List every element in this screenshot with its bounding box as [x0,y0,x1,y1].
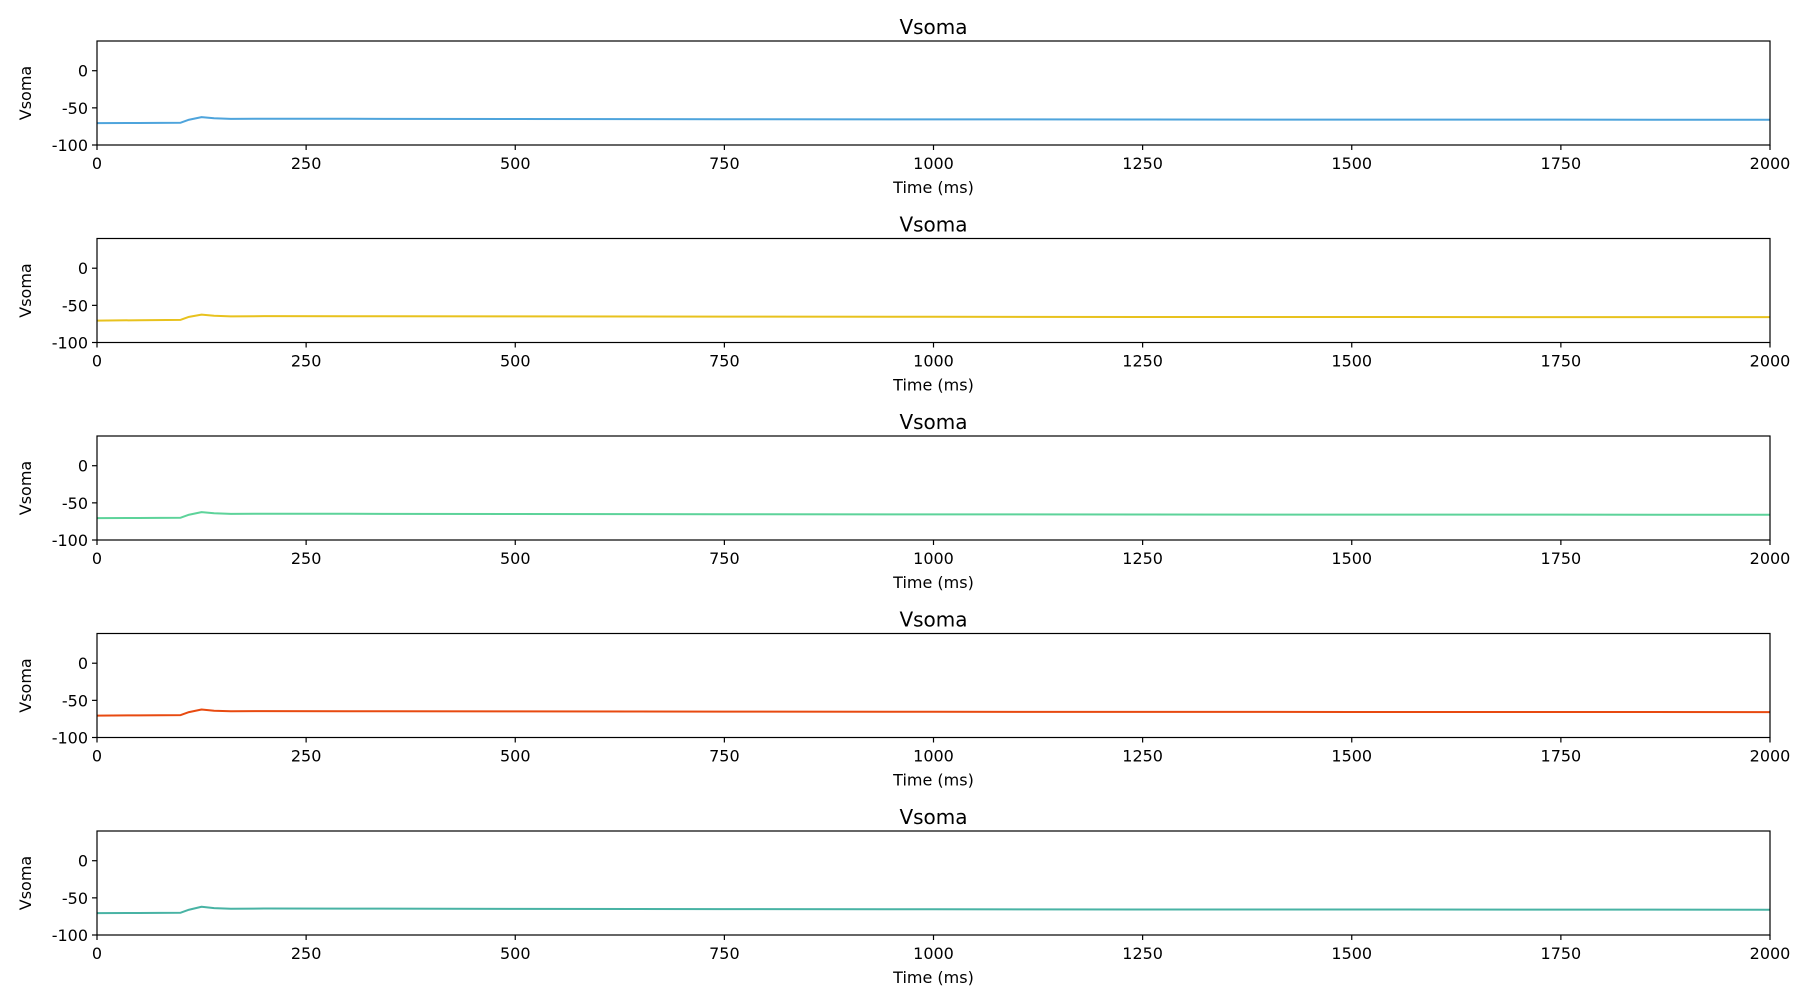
y-tick-label: 0 [78,62,88,81]
x-tick-label: 500 [500,154,531,173]
y-tick-label: -50 [62,691,88,710]
x-tick-label: 1250 [1122,154,1163,173]
x-tick-label: 500 [500,549,531,568]
y-tick-label: -100 [52,136,88,155]
subplot-1: Vsoma 0 250 500 750 1000 1250 1500 1750 2000 -100 -… [16,15,1790,197]
chart-title: Vsoma [899,410,967,434]
x-tick-label: 2000 [1750,154,1791,173]
x-tick-label: 500 [500,944,531,963]
plot-frame [96,237,1771,344]
y-tick-label: 0 [78,457,88,476]
x-tick-label: 1500 [1331,747,1372,766]
x-axis-label: Time (ms) [892,178,974,197]
subplot-4: Vsoma 0 250 500 750 1000 1250 1500 1750 2000 -100 -… [16,608,1790,790]
subplot-5: Vsoma 0 250 500 750 1000 1250 1500 1750 2000 -100 -… [16,805,1790,987]
x-tick-label: 0 [92,747,102,766]
x-tick-label: 250 [291,154,322,173]
y-tick-label: -100 [52,926,88,945]
y-tick-label: -100 [52,334,88,353]
x-tick-label: 250 [291,944,322,963]
x-axis-label: Time (ms) [892,771,974,790]
y-axis-label: Vsoma [16,856,35,910]
x-tick-label: 0 [92,944,102,963]
x-tick-label: 250 [291,352,322,371]
chart-title: Vsoma [899,15,967,39]
x-tick-label: 250 [291,747,322,766]
x-tick-label: 2000 [1750,549,1791,568]
x-tick-label: 0 [92,154,102,173]
y-tick-label: -50 [62,494,88,513]
x-tick-label: 500 [500,352,531,371]
x-tick-label: 750 [709,747,740,766]
y-axis-label: Vsoma [16,461,35,515]
x-tick-label: 2000 [1750,352,1791,371]
subplot-2: Vsoma 0 250 500 750 1000 1250 1500 1750 2000 -100 -… [16,213,1790,395]
y-axis-label: Vsoma [16,66,35,120]
chart-title: Vsoma [899,608,967,632]
y-tick-label: -50 [62,99,88,118]
y-axis-label: Vsoma [16,658,35,712]
plot-frame [96,632,1771,739]
x-tick-label: 1250 [1122,747,1163,766]
x-tick-label: 750 [709,352,740,371]
series-line [96,116,1771,125]
chart-title: Vsoma [899,805,967,829]
x-tick-label: 1750 [1541,747,1582,766]
x-tick-label: 1500 [1331,549,1372,568]
x-axis-label: Time (ms) [892,968,974,987]
x-tick-label: 1000 [913,944,954,963]
plot-frame [96,40,1771,146]
x-tick-label: 2000 [1750,747,1791,766]
x-tick-label: 1250 [1122,944,1163,963]
series-line [96,708,1771,717]
x-tick-label: 1500 [1331,944,1372,963]
x-tick-label: 1750 [1541,944,1582,963]
y-tick-label: 0 [78,654,88,673]
x-axis-label: Time (ms) [892,376,974,395]
x-tick-label: 1750 [1541,549,1582,568]
x-tick-label: 0 [92,549,102,568]
x-tick-label: 750 [709,549,740,568]
x-tick-label: 1000 [913,549,954,568]
chart-title: Vsoma [899,213,967,237]
x-tick-label: 2000 [1750,944,1791,963]
x-tick-label: 0 [92,352,102,371]
x-tick-label: 1000 [913,154,954,173]
x-tick-label: 1750 [1541,352,1582,371]
y-tick-label: 0 [78,852,88,871]
series-line [96,511,1771,520]
x-tick-label: 1500 [1331,352,1372,371]
x-tick-label: 500 [500,747,531,766]
y-tick-label: -100 [52,729,88,748]
x-tick-label: 1250 [1122,352,1163,371]
x-tick-label: 250 [291,549,322,568]
y-tick-label: -50 [62,889,88,908]
x-tick-label: 1000 [913,352,954,371]
x-tick-label: 750 [709,944,740,963]
plot-frame [96,830,1771,936]
x-tick-label: 1750 [1541,154,1582,173]
y-tick-label: 0 [78,259,88,278]
series-line [96,313,1771,322]
x-tick-label: 1250 [1122,549,1163,568]
x-tick-label: 750 [709,154,740,173]
x-tick-label: 1000 [913,747,954,766]
y-tick-label: -100 [52,531,88,550]
series-line [96,905,1771,915]
x-tick-label: 1500 [1331,154,1372,173]
plot-frame [96,435,1771,541]
subplot-3: Vsoma 0 250 500 750 1000 1250 1500 1750 2000 -100 -… [16,410,1790,592]
x-axis-label: Time (ms) [892,573,974,592]
y-axis-label: Vsoma [16,263,35,317]
y-tick-label: -50 [62,296,88,315]
